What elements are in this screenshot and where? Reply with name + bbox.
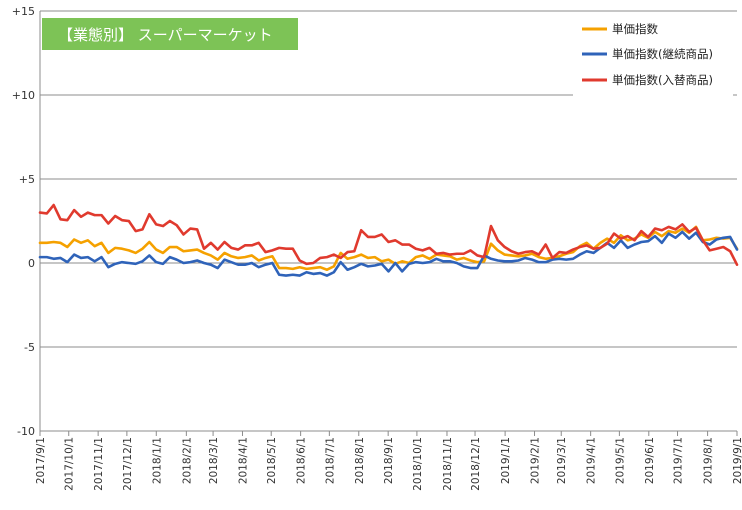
x-tick-label: 2019/2/1 xyxy=(530,437,542,484)
x-tick-label: 2019/1/1 xyxy=(500,437,512,484)
y-tick-label: -10 xyxy=(17,425,35,438)
x-tick-label: 2018/8/1 xyxy=(354,437,366,484)
y-tick-label: +5 xyxy=(19,173,35,186)
x-tick-label: 2019/9/1 xyxy=(732,437,742,484)
y-tick-label: 0 xyxy=(28,257,35,270)
x-tick-label: 2017/12/1 xyxy=(122,437,134,491)
chart-title: 【業態別】 スーパーマーケット xyxy=(58,26,273,44)
x-tick-label: 2019/8/1 xyxy=(703,437,715,484)
x-tick-label: 2018/7/1 xyxy=(324,437,336,484)
x-tick-label: 2018/12/1 xyxy=(470,437,482,491)
y-tick-label: -5 xyxy=(24,341,35,354)
x-tick-label: 2018/4/1 xyxy=(237,437,249,484)
x-tick-label: 2018/10/1 xyxy=(412,437,424,491)
series-line-3 xyxy=(38,203,739,266)
x-tick-label: 2019/7/1 xyxy=(673,437,685,484)
series-lines xyxy=(38,203,739,277)
x-tick-label: 2019/4/1 xyxy=(586,437,598,484)
x-axis: 2017/9/1 2017/10/1 2017/11/1 2017/12/1 2018/… xyxy=(35,431,742,491)
x-tick-label: 2018/11/1 xyxy=(442,437,454,491)
x-tick-label: 2019/6/1 xyxy=(644,437,656,484)
y-tick-label: +15 xyxy=(12,5,35,18)
legend-label: 単価指数(入替商品) xyxy=(612,73,713,87)
x-tick-label: 2017/9/1 xyxy=(35,437,47,484)
series-line-2 xyxy=(38,230,739,277)
series-line-1 xyxy=(38,225,739,272)
x-tick-label: 2019/5/1 xyxy=(614,437,626,484)
x-tick-label: 2018/2/1 xyxy=(181,437,193,484)
x-tick-label: 2018/3/1 xyxy=(208,437,220,484)
chart-title-box: 【業態別】 スーパーマーケット xyxy=(42,18,298,50)
x-tick-label: 2018/6/1 xyxy=(296,437,308,484)
x-tick-label: 2018/9/1 xyxy=(383,437,395,484)
x-tick-label: 2019/3/1 xyxy=(556,437,568,484)
x-tick-label: 2017/10/1 xyxy=(64,437,76,491)
x-tick-label: 2018/5/1 xyxy=(266,437,278,484)
y-tick-label: +10 xyxy=(12,89,35,102)
y-axis: +15 +10 +5 0 -5 -10 xyxy=(12,5,41,438)
x-tick-label: 2017/11/1 xyxy=(93,437,105,491)
chart-title-background xyxy=(42,18,298,50)
x-tick-label: 2018/1/1 xyxy=(151,437,163,484)
legend-label: 単価指数(継続商品) xyxy=(612,47,713,61)
legend-label: 単価指数 xyxy=(612,22,658,36)
